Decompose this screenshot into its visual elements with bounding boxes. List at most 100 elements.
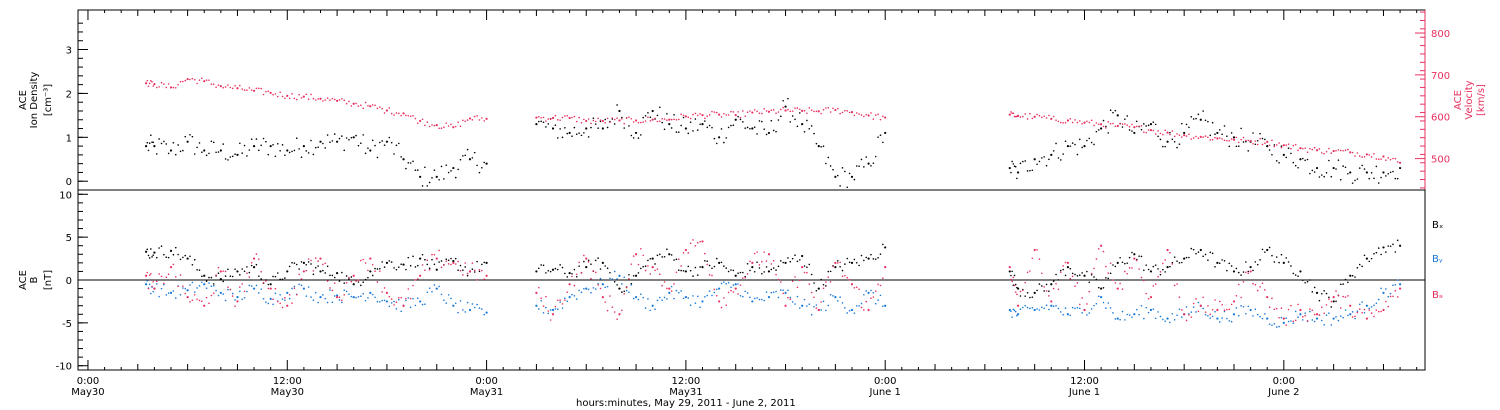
data-point (758, 112, 761, 114)
data-point (801, 109, 804, 112)
data-point (1361, 311, 1363, 314)
data-point (1059, 271, 1062, 274)
data-point (701, 266, 704, 269)
data-point (1221, 133, 1223, 136)
data-point (1157, 311, 1159, 313)
data-point (478, 119, 481, 121)
data-point (1074, 285, 1076, 288)
data-point (146, 79, 149, 82)
data-point (1069, 118, 1072, 120)
data-point (718, 261, 721, 264)
data-point (1259, 315, 1261, 318)
data-point (191, 281, 194, 284)
data-point (284, 154, 286, 157)
data-point (239, 286, 241, 288)
data-point (708, 114, 711, 116)
data-point (395, 268, 398, 271)
data-point (1102, 125, 1105, 128)
data-point (810, 273, 813, 276)
data-point (255, 138, 258, 140)
data-point (1010, 310, 1012, 312)
data-point (1045, 304, 1048, 307)
data-point (305, 295, 308, 297)
data-point (704, 117, 706, 120)
data-point (825, 107, 827, 109)
data-point (405, 114, 407, 117)
data-point (1128, 314, 1131, 316)
data-point (210, 140, 213, 143)
bottom-series-layer (144, 239, 1402, 328)
data-point (224, 270, 227, 273)
data-point (1033, 308, 1036, 312)
data-point (395, 144, 398, 147)
data-point (1211, 121, 1214, 124)
data-point (1309, 279, 1311, 281)
data-point (1325, 172, 1328, 174)
data-point (832, 265, 834, 268)
data-point (1382, 246, 1385, 249)
data-point (338, 99, 341, 101)
data-point (1396, 279, 1399, 281)
data-point (882, 115, 884, 118)
data-point (711, 267, 713, 270)
data-point (1171, 263, 1174, 265)
data-point (1209, 251, 1212, 254)
data-point (1157, 135, 1159, 138)
data-point (825, 285, 827, 287)
data-point (675, 258, 678, 261)
data-point (860, 114, 863, 116)
data-point (272, 93, 274, 96)
data-point (872, 118, 875, 120)
data-point (440, 260, 443, 262)
data-point (288, 297, 291, 300)
data-point (1394, 289, 1397, 292)
x-tick-time: 12:00 (1070, 376, 1099, 387)
data-point (613, 280, 616, 283)
data-point (374, 104, 376, 107)
data-point (457, 168, 459, 171)
data-point (613, 118, 616, 121)
data-point (718, 287, 721, 290)
data-point (1389, 245, 1392, 248)
data-point (1211, 138, 1214, 141)
data-point (794, 276, 796, 278)
data-point (177, 253, 179, 256)
data-point (1038, 258, 1041, 260)
data-point (1107, 132, 1110, 134)
data-point (1309, 147, 1311, 150)
data-point (167, 273, 170, 276)
data-point (763, 271, 765, 273)
data-point (737, 283, 739, 285)
data-point (388, 295, 391, 298)
data-point (1261, 143, 1264, 146)
data-point (1328, 296, 1330, 299)
data-point (827, 270, 830, 273)
data-point (730, 286, 732, 289)
data-point (483, 161, 486, 164)
data-point (1318, 176, 1321, 178)
data-point (1083, 121, 1086, 124)
data-point (874, 290, 877, 292)
data-point (796, 125, 799, 128)
data-point (452, 261, 455, 264)
data-point (322, 294, 324, 296)
data-point (260, 278, 262, 280)
data-point (1026, 118, 1029, 120)
series-velocity (144, 77, 488, 130)
data-point (1133, 253, 1136, 256)
data-point (1143, 131, 1145, 133)
data-point (191, 299, 194, 302)
data-point (1356, 311, 1359, 314)
data-point (201, 275, 203, 278)
data-point (1349, 171, 1352, 174)
data-point (884, 116, 887, 119)
data-point (443, 178, 445, 180)
data-point (604, 121, 607, 124)
data-point (393, 267, 395, 269)
data-point (663, 128, 666, 131)
data-point (680, 124, 682, 127)
data-point (1131, 123, 1133, 126)
data-point (1014, 291, 1017, 293)
data-point (684, 270, 687, 273)
data-point (592, 119, 595, 122)
